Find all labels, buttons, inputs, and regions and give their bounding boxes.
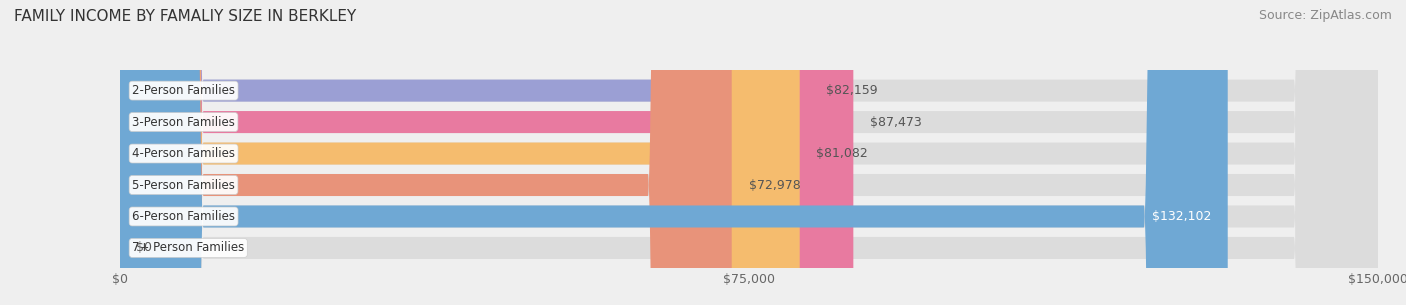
Text: 7+ Person Families: 7+ Person Families	[132, 242, 245, 254]
Text: Source: ZipAtlas.com: Source: ZipAtlas.com	[1258, 9, 1392, 22]
FancyBboxPatch shape	[120, 0, 1378, 305]
Text: 4-Person Families: 4-Person Families	[132, 147, 235, 160]
Text: $81,082: $81,082	[817, 147, 869, 160]
FancyBboxPatch shape	[120, 0, 1378, 305]
FancyBboxPatch shape	[120, 0, 1378, 305]
Text: $132,102: $132,102	[1152, 210, 1211, 223]
Text: $0: $0	[136, 242, 152, 254]
FancyBboxPatch shape	[120, 0, 1378, 305]
Text: 2-Person Families: 2-Person Families	[132, 84, 235, 97]
FancyBboxPatch shape	[120, 0, 800, 305]
Text: 6-Person Families: 6-Person Families	[132, 210, 235, 223]
FancyBboxPatch shape	[120, 0, 1378, 305]
Text: 5-Person Families: 5-Person Families	[132, 178, 235, 192]
Text: 3-Person Families: 3-Person Families	[132, 116, 235, 129]
FancyBboxPatch shape	[120, 0, 1227, 305]
Text: $82,159: $82,159	[825, 84, 877, 97]
Text: FAMILY INCOME BY FAMALIY SIZE IN BERKLEY: FAMILY INCOME BY FAMALIY SIZE IN BERKLEY	[14, 9, 356, 24]
FancyBboxPatch shape	[120, 0, 731, 305]
FancyBboxPatch shape	[120, 0, 853, 305]
FancyBboxPatch shape	[120, 0, 808, 305]
Text: $87,473: $87,473	[870, 116, 922, 129]
FancyBboxPatch shape	[120, 0, 1378, 305]
Text: $72,978: $72,978	[748, 178, 800, 192]
